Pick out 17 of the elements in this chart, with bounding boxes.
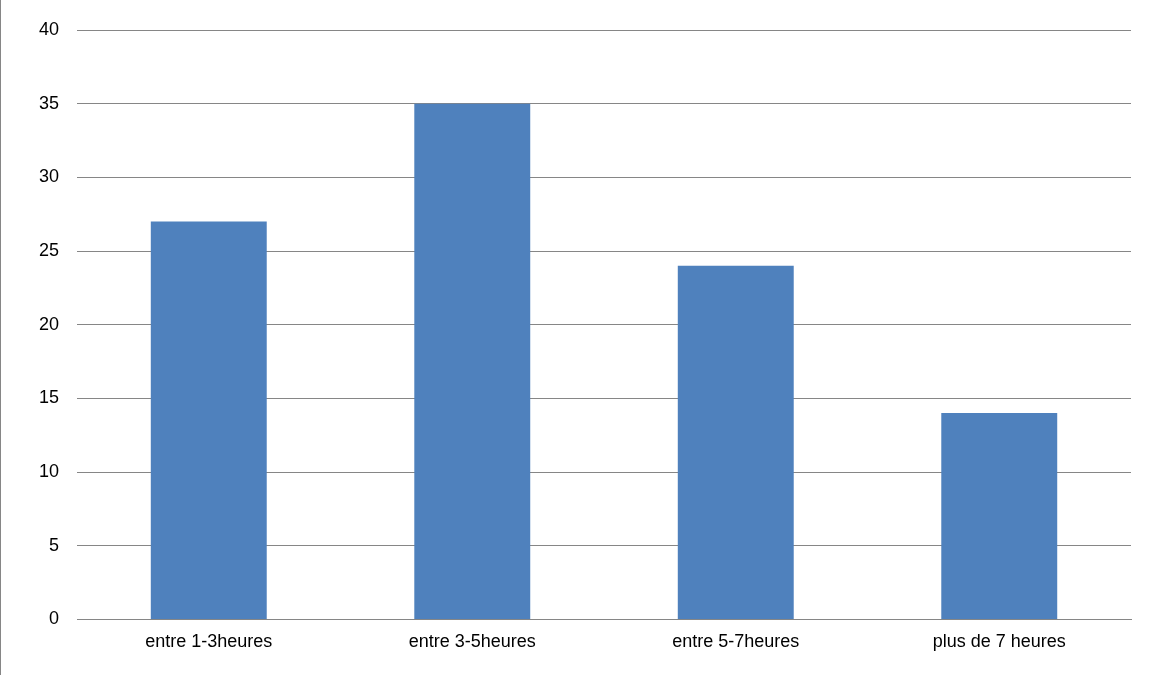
- x-tick-label: entre 3-5heures: [408, 631, 536, 652]
- y-tick-label: 40: [38, 18, 60, 39]
- y-tick-label: 30: [38, 166, 60, 187]
- bar: [941, 413, 1058, 619]
- bar: [677, 265, 794, 619]
- bar: [150, 221, 267, 619]
- x-tick-label: plus de 7 heures: [932, 631, 1066, 652]
- x-tick-label: entre 5-7heures: [672, 631, 800, 652]
- bar: [414, 103, 531, 619]
- y-tick-label: 25: [38, 239, 60, 260]
- y-tick-label: 20: [38, 313, 60, 334]
- x-tick-label: entre 1-3heures: [145, 631, 273, 652]
- y-tick-label: 15: [38, 387, 60, 408]
- y-tick-label: 5: [49, 534, 60, 555]
- y-tick-label: 35: [38, 92, 60, 113]
- y-tick-label: 0: [49, 608, 60, 629]
- y-tick-label: 10: [38, 461, 60, 482]
